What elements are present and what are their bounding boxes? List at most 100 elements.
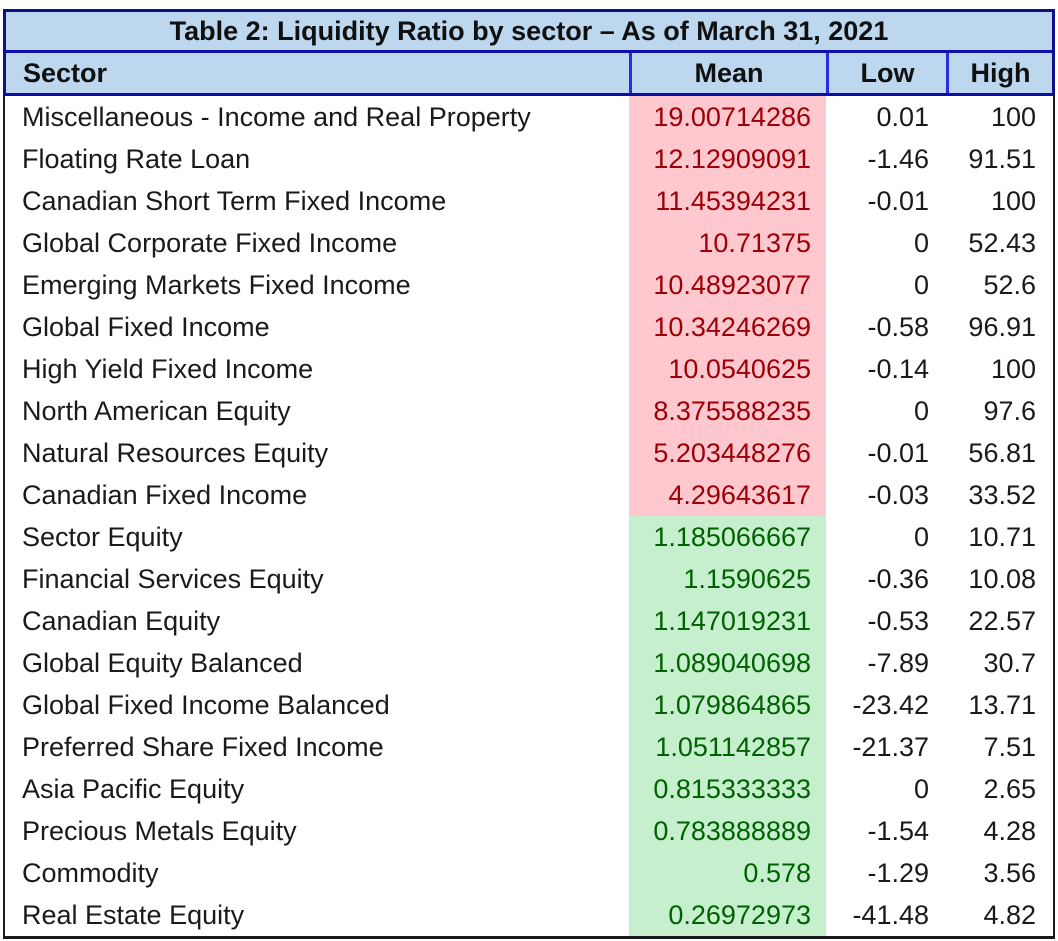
cell-sector: Global Fixed Income Balanced bbox=[22, 689, 390, 720]
cell-low: 0 bbox=[913, 521, 929, 552]
cell-low: -23.42 bbox=[852, 689, 929, 720]
cell-low: -0.01 bbox=[867, 185, 929, 216]
cell-low: -1.29 bbox=[867, 857, 929, 888]
cell-mean: 8.375588235 bbox=[629, 390, 826, 432]
table-row: High Yield Fixed Income 10.0540625 -0.14… bbox=[5, 348, 1053, 390]
column-header-mean: Mean bbox=[629, 53, 826, 93]
cell-high: 4.28 bbox=[983, 815, 1036, 846]
table-row: Asia Pacific Equity 0.815333333 0 2.65 bbox=[5, 768, 1053, 810]
cell-high: 96.91 bbox=[968, 311, 1036, 342]
table-row: Financial Services Equity 1.1590625 -0.3… bbox=[5, 558, 1053, 600]
cell-sector: Sector Equity bbox=[22, 521, 183, 552]
cell-mean: 19.00714286 bbox=[629, 96, 826, 138]
cell-low: -1.46 bbox=[867, 143, 929, 174]
table-title: Table 2: Liquidity Ratio by sector – As … bbox=[6, 12, 1052, 53]
table-row: Global Fixed Income Balanced 1.079864865… bbox=[5, 684, 1053, 726]
cell-high: 52.43 bbox=[968, 227, 1036, 258]
cell-high: 91.51 bbox=[968, 143, 1036, 174]
table-row: Sector Equity 1.185066667 0 10.71 bbox=[5, 516, 1053, 558]
cell-low: 0 bbox=[913, 227, 929, 258]
cell-sector: Canadian Equity bbox=[22, 605, 221, 636]
cell-high: 56.81 bbox=[968, 437, 1036, 468]
cell-mean: 1.089040698 bbox=[629, 642, 826, 684]
cell-mean: 0.578 bbox=[629, 852, 826, 894]
cell-mean: 1.051142857 bbox=[629, 726, 826, 768]
column-header-low: Low bbox=[826, 53, 946, 93]
cell-sector: Precious Metals Equity bbox=[22, 815, 297, 846]
table-row: Real Estate Equity 0.26972973 -41.48 4.8… bbox=[5, 894, 1053, 936]
cell-mean: 0.783888889 bbox=[629, 810, 826, 852]
cell-low: 0 bbox=[913, 395, 929, 426]
cell-mean: 1.185066667 bbox=[629, 516, 826, 558]
table-row: Emerging Markets Fixed Income 10.4892307… bbox=[5, 264, 1053, 306]
cell-sector: Global Corporate Fixed Income bbox=[22, 227, 398, 258]
cell-mean: 11.45394231 bbox=[629, 180, 826, 222]
table-row: Floating Rate Loan 12.12909091 -1.46 91.… bbox=[5, 138, 1053, 180]
cell-high: 33.52 bbox=[968, 479, 1036, 510]
cell-sector: Preferred Share Fixed Income bbox=[22, 731, 384, 762]
cell-low: -0.03 bbox=[867, 479, 929, 510]
cell-sector: Commodity bbox=[22, 857, 159, 888]
cell-mean: 5.203448276 bbox=[629, 432, 826, 474]
cell-high: 3.56 bbox=[983, 857, 1036, 888]
cell-high: 52.6 bbox=[983, 269, 1036, 300]
cell-high: 13.71 bbox=[968, 689, 1036, 720]
cell-sector: North American Equity bbox=[22, 395, 291, 426]
cell-sector: Emerging Markets Fixed Income bbox=[22, 269, 411, 300]
column-header-high: High bbox=[946, 53, 1052, 93]
cell-sector: Miscellaneous - Income and Real Property bbox=[22, 101, 531, 132]
cell-high: 100 bbox=[990, 353, 1036, 384]
cell-sector: High Yield Fixed Income bbox=[22, 353, 314, 384]
cell-mean: 10.48923077 bbox=[629, 264, 826, 306]
cell-low: -0.53 bbox=[867, 605, 929, 636]
cell-sector: Canadian Fixed Income bbox=[22, 479, 308, 510]
table-row: North American Equity 8.375588235 0 97.6 bbox=[5, 390, 1053, 432]
cell-low: -0.01 bbox=[867, 437, 929, 468]
table-row: Global Equity Balanced 1.089040698 -7.89… bbox=[5, 642, 1053, 684]
cell-mean: 4.29643617 bbox=[629, 474, 826, 516]
cell-high: 2.65 bbox=[983, 773, 1036, 804]
liquidity-ratio-table: Table 2: Liquidity Ratio by sector – As … bbox=[3, 9, 1055, 939]
cell-low: -1.54 bbox=[867, 815, 929, 846]
cell-mean: 10.0540625 bbox=[629, 348, 826, 390]
table-header-block: Table 2: Liquidity Ratio by sector – As … bbox=[3, 9, 1055, 93]
table-row: Canadian Equity 1.147019231 -0.53 22.57 bbox=[5, 600, 1053, 642]
cell-low: -21.37 bbox=[852, 731, 929, 762]
column-header-row: Sector Mean Low High bbox=[6, 53, 1052, 93]
table-row: Natural Resources Equity 5.203448276 -0.… bbox=[5, 432, 1053, 474]
table-row: Canadian Fixed Income 4.29643617 -0.03 3… bbox=[5, 474, 1053, 516]
cell-low: -41.48 bbox=[852, 899, 929, 930]
cell-low: -0.14 bbox=[867, 353, 929, 384]
cell-high: 22.57 bbox=[968, 605, 1036, 636]
cell-high: 100 bbox=[990, 101, 1036, 132]
cell-high: 97.6 bbox=[983, 395, 1036, 426]
cell-mean: 1.079864865 bbox=[629, 684, 826, 726]
table-row: Global Corporate Fixed Income 10.71375 0… bbox=[5, 222, 1053, 264]
table-row: Commodity 0.578 -1.29 3.56 bbox=[5, 852, 1053, 894]
cell-high: 10.71 bbox=[968, 521, 1036, 552]
cell-low: 0 bbox=[913, 773, 929, 804]
cell-mean: 1.1590625 bbox=[629, 558, 826, 600]
cell-high: 30.7 bbox=[983, 647, 1036, 678]
cell-mean: 1.147019231 bbox=[629, 600, 826, 642]
cell-high: 10.08 bbox=[968, 563, 1036, 594]
table-row: Global Fixed Income 10.34246269 -0.58 96… bbox=[5, 306, 1053, 348]
cell-sector: Asia Pacific Equity bbox=[22, 773, 245, 804]
table-body: Miscellaneous - Income and Real Property… bbox=[3, 93, 1055, 939]
table-row: Precious Metals Equity 0.783888889 -1.54… bbox=[5, 810, 1053, 852]
column-header-sector: Sector bbox=[23, 57, 108, 88]
cell-high: 100 bbox=[990, 185, 1036, 216]
cell-sector: Floating Rate Loan bbox=[22, 143, 251, 174]
cell-high: 4.82 bbox=[983, 899, 1036, 930]
cell-low: 0 bbox=[913, 269, 929, 300]
cell-low: -0.58 bbox=[867, 311, 929, 342]
cell-mean: 10.34246269 bbox=[629, 306, 826, 348]
cell-sector: Financial Services Equity bbox=[22, 563, 324, 594]
cell-sector: Natural Resources Equity bbox=[22, 437, 329, 468]
table-row: Miscellaneous - Income and Real Property… bbox=[5, 96, 1053, 138]
cell-sector: Real Estate Equity bbox=[22, 899, 245, 930]
table-row: Canadian Short Term Fixed Income 11.4539… bbox=[5, 180, 1053, 222]
cell-mean: 0.815333333 bbox=[629, 768, 826, 810]
table-row: Preferred Share Fixed Income 1.051142857… bbox=[5, 726, 1053, 768]
cell-sector: Global Fixed Income bbox=[22, 311, 270, 342]
